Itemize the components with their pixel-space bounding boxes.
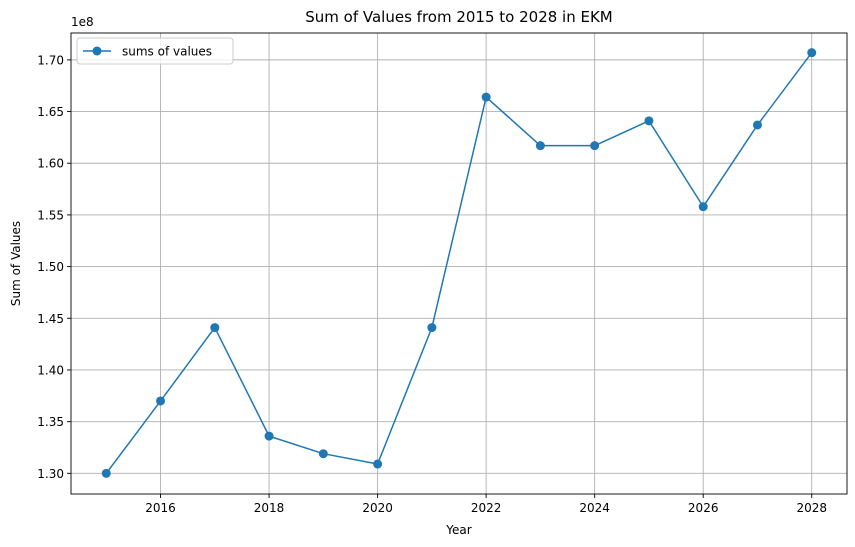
- x-tick-label: 2016: [145, 501, 176, 515]
- data-point: [698, 202, 708, 212]
- y-tick-label: 1.45: [37, 312, 64, 326]
- data-point: [481, 92, 491, 102]
- x-tick-label: 2026: [688, 501, 719, 515]
- legend: sums of values: [76, 37, 234, 65]
- series-layer: [101, 48, 817, 478]
- y-tick-label: 1.40: [37, 363, 64, 377]
- x-tick-label: 2020: [362, 501, 393, 515]
- series-line: [105, 52, 813, 474]
- plot-area-frame: [70, 32, 848, 495]
- legend-marker-swatch: [92, 46, 102, 56]
- y-tick-label: 1.55: [37, 208, 64, 222]
- legend-label: sums of values: [122, 45, 212, 59]
- y-axis-offset-label: 1e8: [71, 15, 94, 29]
- x-tick-label: 2028: [796, 501, 827, 515]
- data-point: [156, 396, 166, 406]
- x-axis-label: Year: [445, 523, 471, 537]
- data-point: [264, 431, 274, 441]
- x-tick-label: 2018: [254, 501, 285, 515]
- data-point: [590, 141, 600, 151]
- data-point: [644, 116, 654, 126]
- data-point: [373, 459, 383, 469]
- data-point: [752, 120, 762, 130]
- y-tick-label: 1.50: [37, 260, 64, 274]
- y-tick-label: 1.35: [37, 415, 64, 429]
- chart-title: Sum of Values from 2015 to 2028 in EKM: [305, 8, 613, 26]
- legend-box: [76, 37, 234, 65]
- axis-ticks: 2016 2018 2020 2022 2024 2026 2028 1.30 1.35 1.40…: [37, 53, 827, 515]
- data-point: [427, 323, 437, 333]
- y-axis-label: Sum of Values: [9, 221, 23, 306]
- data-point: [807, 48, 817, 58]
- x-tick-label: 2022: [471, 501, 502, 515]
- data-point: [101, 468, 111, 478]
- y-tick-label: 1.30: [37, 467, 64, 481]
- data-point: [210, 323, 220, 333]
- x-tick-label: 2024: [579, 501, 610, 515]
- y-tick-label: 1.60: [37, 157, 64, 171]
- y-tick-label: 1.70: [37, 53, 64, 67]
- data-point: [318, 449, 328, 459]
- data-point: [535, 141, 545, 151]
- y-tick-label: 1.65: [37, 105, 64, 119]
